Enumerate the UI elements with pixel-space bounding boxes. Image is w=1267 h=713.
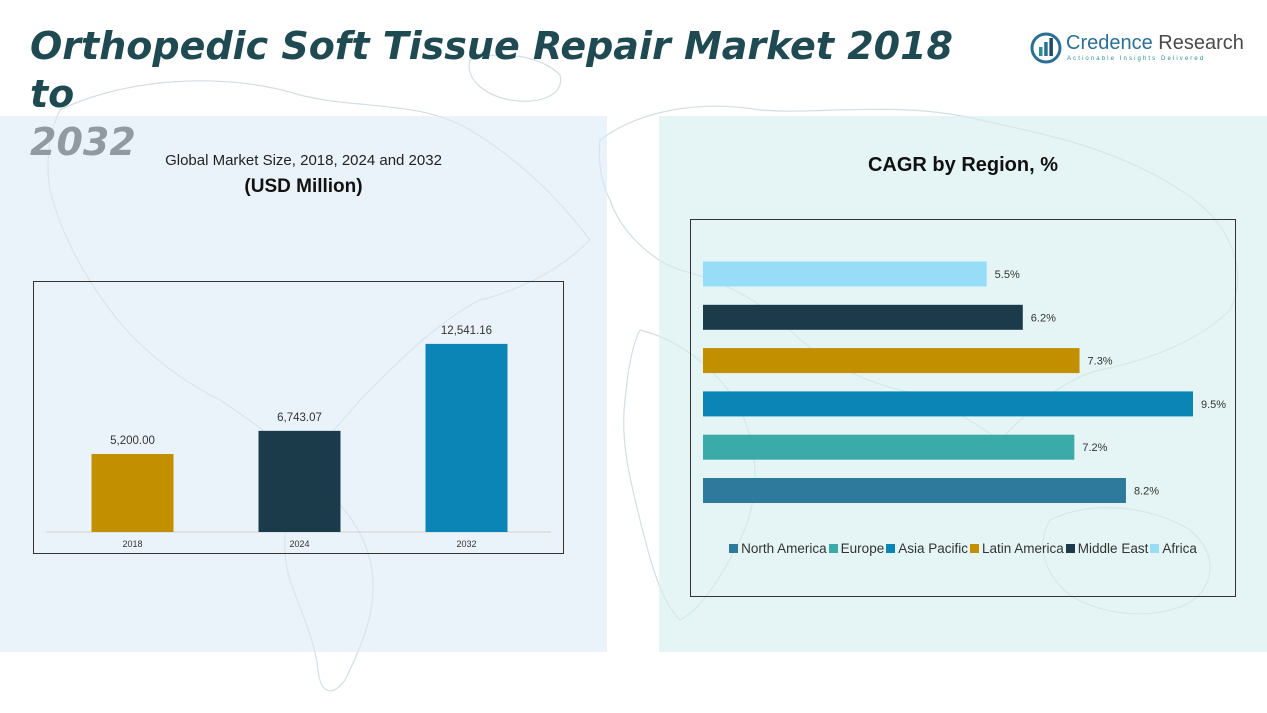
hbar-value-label: 7.3%	[1088, 356, 1113, 368]
legend-swatch	[729, 544, 739, 553]
x-tick-label: 2032	[456, 539, 476, 549]
bar-2018	[91, 454, 174, 532]
legend-item: Europe	[828, 541, 885, 556]
legend-swatch	[970, 544, 979, 553]
cagr-legend: North America Europe Asia Pacific Latin Ame…	[690, 541, 1236, 556]
legend-swatch	[1150, 544, 1160, 553]
legend-item: North America	[729, 541, 827, 556]
logo-tagline: Actionable Insights Delivered	[1067, 56, 1206, 62]
hbar-middle-east	[703, 304, 1023, 330]
hbar-europe	[703, 434, 1075, 460]
cagr-bar-chart: 8.2% 7.2% 9.5% 7.3% 6.2% 5.5%	[703, 261, 1226, 503]
bar-value-label: 6,743.07	[277, 412, 322, 424]
bar-value-label: 12,541.16	[441, 325, 492, 337]
credence-research-logo: Credence Research Actionable Insights De…	[1030, 30, 1244, 70]
page-title-line1: Orthopedic Soft Tissue Repair Market 201…	[30, 24, 953, 116]
legend-label: North America	[741, 541, 827, 556]
legend-label: Middle East	[1077, 541, 1149, 556]
cagr-chart-title: CAGR by Region, %	[867, 154, 1058, 176]
legend-label: Asia Pacific	[898, 541, 968, 556]
hbar-value-label: 5.5%	[995, 269, 1020, 281]
legend-item: Africa	[1150, 541, 1197, 556]
cagr-panel	[659, 116, 1267, 652]
bar-chart-circle-icon	[1030, 32, 1062, 64]
market-size-chart-title: Global Market Size, 2018, 2024 and 2032	[165, 152, 442, 169]
hbar-asia-pacific	[703, 391, 1193, 417]
cagr-chart-frame: 8.2% 7.2% 9.5% 7.3% 6.2% 5.5%	[690, 219, 1236, 597]
hbar-value-label: 7.2%	[1082, 442, 1107, 454]
logo-name-part1: Credence	[1066, 32, 1153, 54]
legend-label: Africa	[1162, 541, 1197, 556]
logo-name: Credence Research	[1066, 32, 1244, 55]
legend-item: Latin America	[970, 541, 1064, 556]
bar-2032	[425, 343, 508, 532]
hbar-value-label: 6.2%	[1031, 312, 1056, 324]
hbar-value-label: 8.2%	[1134, 486, 1159, 498]
legend-item: Middle East	[1065, 541, 1149, 556]
legend-label: Europe	[840, 541, 885, 556]
hbar-value-label: 9.5%	[1201, 399, 1226, 411]
market-size-bar-chart: 5,200.00 2018 6,743.07 2024 12,541.16 2032	[46, 325, 551, 549]
legend-swatch	[886, 544, 896, 553]
market-size-chart-frame: 5,200.00 2018 6,743.07 2024 12,541.16 2032	[33, 281, 564, 554]
legend-label: Latin America	[982, 541, 1064, 556]
x-tick-label: 2018	[122, 539, 142, 549]
hbar-north-america	[703, 478, 1126, 503]
legend-swatch	[1065, 544, 1075, 553]
bar-value-label: 5,200.00	[110, 435, 155, 447]
hbar-latin-america	[703, 348, 1080, 374]
hbar-africa	[703, 261, 987, 287]
logo-name-part2: Research	[1152, 32, 1244, 54]
legend-item: Asia Pacific	[886, 541, 968, 556]
bar-2024	[258, 430, 341, 532]
market-size-chart-unit: (USD Million)	[244, 176, 363, 197]
legend-swatch	[828, 544, 838, 553]
x-tick-label: 2024	[289, 539, 309, 549]
